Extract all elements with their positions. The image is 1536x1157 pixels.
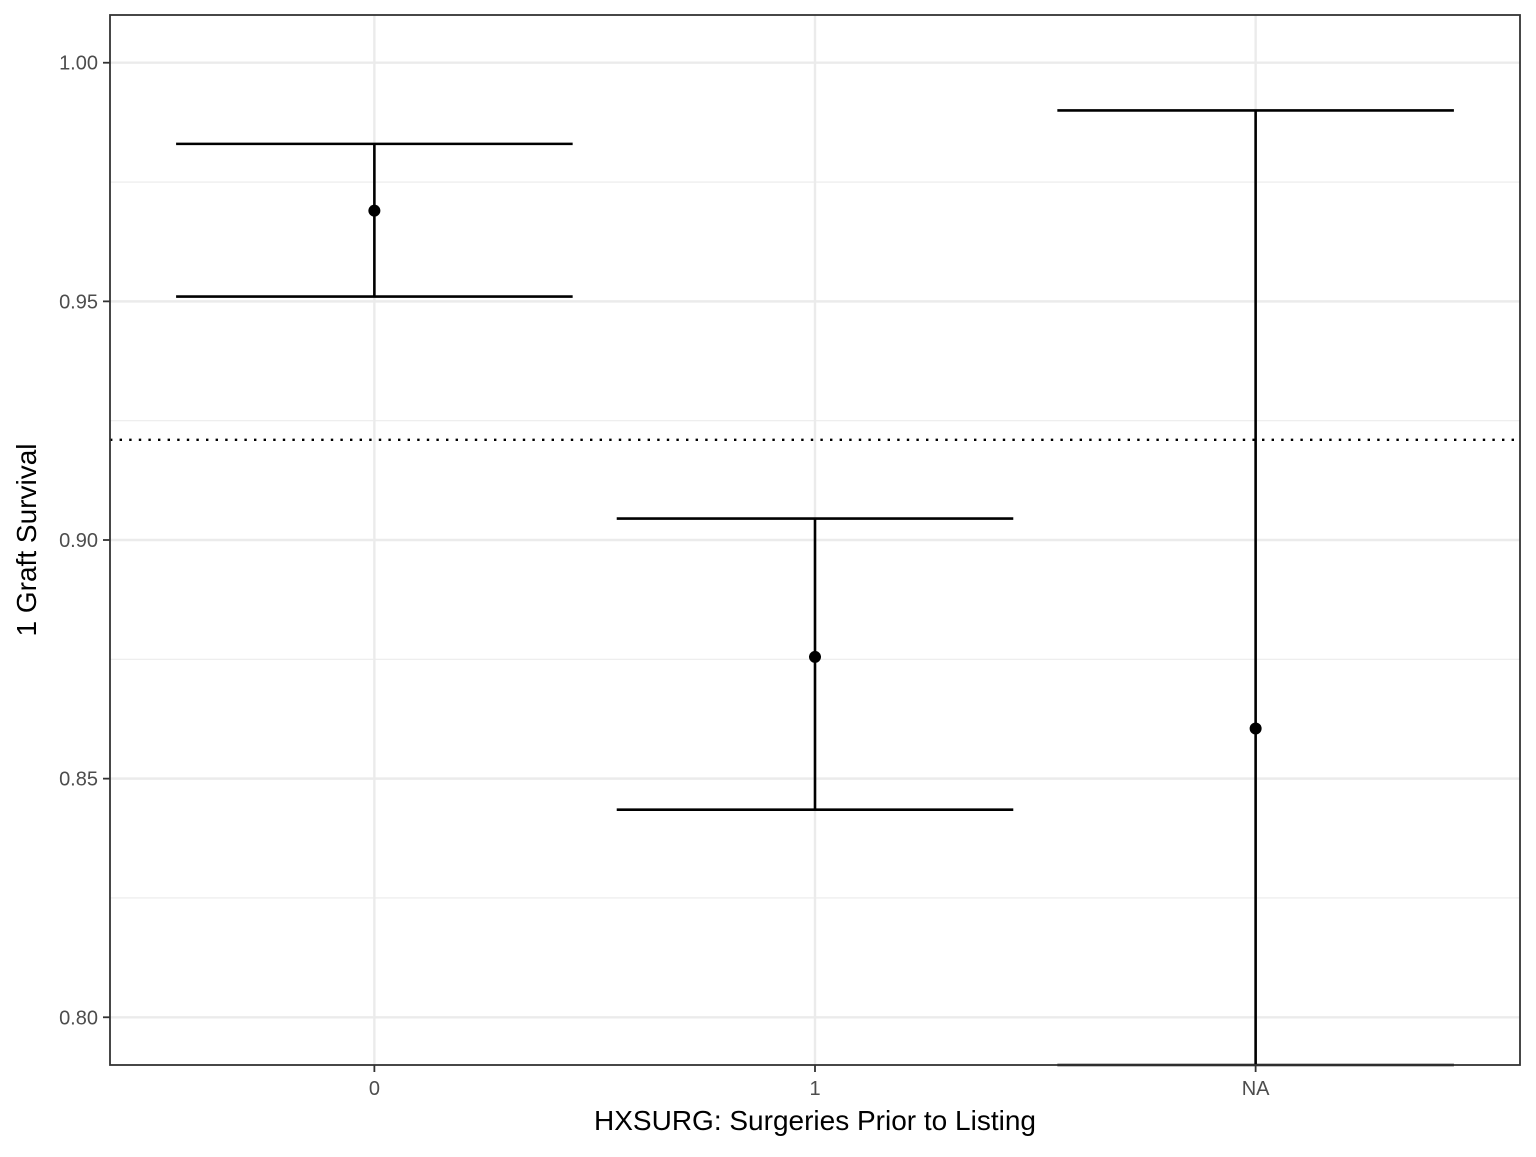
x-tick-label: 0 (369, 1078, 380, 1100)
y-tick-label: 1.00 (59, 53, 98, 75)
y-tick-label: 0.85 (59, 769, 98, 791)
y-tick-label: 0.95 (59, 291, 98, 313)
estimate-point-0 (368, 204, 381, 217)
y-axis-title: 1 Graft Survival (11, 444, 42, 637)
error-bar-layer (176, 109, 1454, 1067)
estimate-point-1 (809, 650, 821, 663)
x-axis-title: HXSURG: Surgeries Prior to Listing (594, 1105, 1036, 1136)
y-tick-label: 0.80 (59, 1007, 98, 1029)
x-tick-label: NA (1242, 1078, 1270, 1100)
x-tick-label: 1 (809, 1078, 820, 1100)
y-tick-label: 0.90 (59, 530, 98, 552)
axis-layer: 0.80 0.85 0.90 0.95 1.00 0 1 NA (59, 53, 1270, 1100)
estimate-point-NA (1249, 722, 1262, 735)
